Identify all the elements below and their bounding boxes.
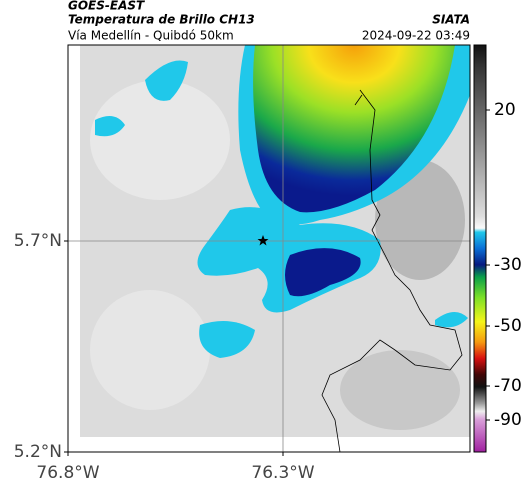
colorbar-tick-label: 20 [494,100,516,120]
timestamp: 2024-09-22 03:49 [362,29,470,43]
colorbar-tick-label: -70 [494,376,522,396]
satellite-image [68,45,470,452]
lat-tick-label: 5.7°N [14,231,62,251]
colorbar-tick-label: -30 [494,255,522,275]
lon-tick-label: 76.3°W [251,463,314,483]
colorbar [473,44,487,453]
lon-tick-label: 76.8°W [36,463,99,483]
source: GOES-EAST [68,0,145,13]
title: Temperatura de Brillo CH13 [68,13,255,27]
map-frame [67,44,471,453]
lat-tick-label: 5.2°N [14,442,62,462]
colorbar-tick-label: -90 [494,410,522,430]
colorbar-tick-label: -50 [494,316,522,336]
subtitle: Vía Medellín - Quibdó 50km [68,29,234,43]
agency: SIATA [432,13,470,27]
